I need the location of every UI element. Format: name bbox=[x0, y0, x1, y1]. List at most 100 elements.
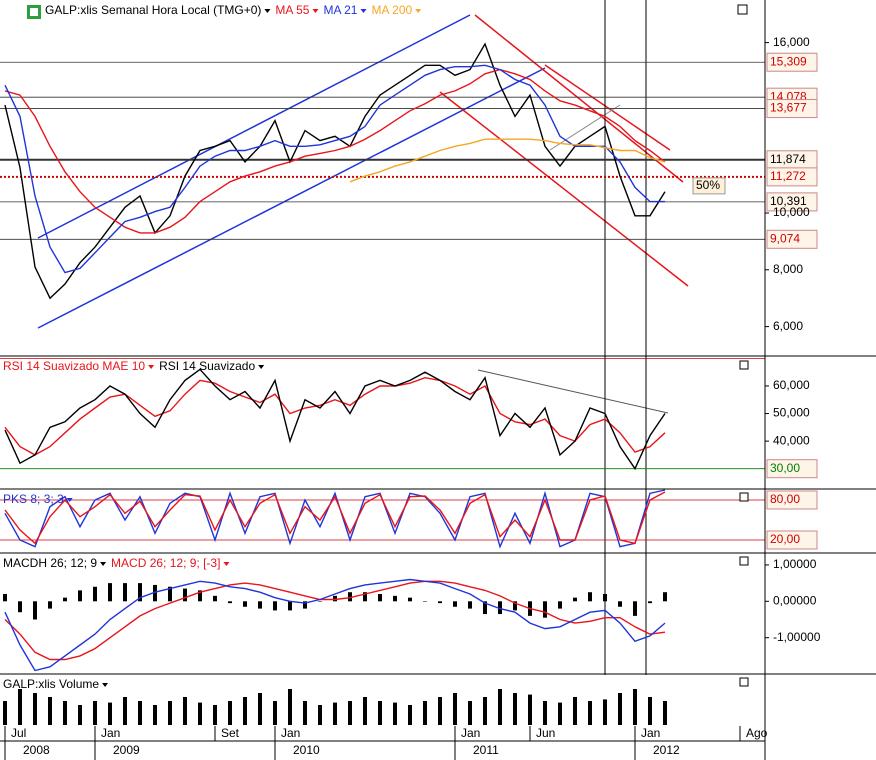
bar bbox=[288, 689, 292, 725]
bar bbox=[513, 601, 517, 611]
bar bbox=[303, 601, 307, 609]
trend-line bbox=[37, 14, 471, 239]
bar bbox=[618, 601, 622, 607]
bar bbox=[543, 601, 547, 618]
window-buttons[interactable] bbox=[737, 4, 749, 687]
bar bbox=[393, 702, 397, 725]
bar bbox=[648, 697, 652, 725]
eq-icon-inner[interactable] bbox=[30, 8, 38, 16]
trend-line bbox=[477, 369, 669, 414]
year-label: 2010 bbox=[293, 743, 320, 757]
bar bbox=[198, 702, 202, 725]
bar bbox=[258, 693, 262, 725]
legend-entry: MA 55 bbox=[275, 3, 309, 17]
series-line bbox=[4, 376, 666, 456]
bar bbox=[18, 601, 22, 613]
trend-line bbox=[439, 91, 689, 287]
y-tick-label: 1,00000 bbox=[773, 557, 817, 571]
level-label: 80,00 bbox=[770, 492, 800, 506]
bar bbox=[453, 693, 457, 725]
y-tick-label: 6,000 bbox=[773, 319, 803, 333]
bar bbox=[453, 601, 457, 607]
bar bbox=[318, 601, 322, 602]
bar bbox=[333, 702, 337, 725]
dropdown-arrow bbox=[360, 9, 367, 13]
bar bbox=[363, 697, 367, 725]
bar bbox=[168, 586, 172, 602]
bar bbox=[243, 601, 247, 607]
y-tick-label: 16,000 bbox=[773, 35, 810, 49]
bar bbox=[603, 699, 607, 725]
bar bbox=[483, 601, 487, 615]
year-label: 2008 bbox=[23, 743, 50, 757]
series-line bbox=[349, 138, 666, 183]
bar bbox=[228, 701, 232, 725]
bar bbox=[408, 705, 412, 725]
series-line bbox=[4, 368, 666, 471]
bar bbox=[558, 702, 562, 725]
bar bbox=[348, 592, 352, 602]
level-label: 30,00 bbox=[770, 461, 800, 475]
x-tick-label: Jan bbox=[461, 726, 480, 740]
annotation-box bbox=[692, 177, 726, 195]
bar bbox=[228, 601, 232, 604]
maximize-button[interactable] bbox=[739, 360, 749, 370]
maximize-button[interactable] bbox=[737, 4, 748, 15]
bar bbox=[273, 601, 277, 611]
series-line bbox=[4, 580, 666, 661]
y-tick-label: 40,000 bbox=[773, 433, 810, 447]
bar bbox=[138, 583, 142, 602]
bar bbox=[318, 705, 322, 725]
bar bbox=[378, 701, 382, 725]
trend-line bbox=[544, 64, 671, 151]
x-tick-label: Jun bbox=[536, 726, 555, 740]
bar bbox=[63, 597, 67, 602]
series-line bbox=[4, 578, 666, 672]
bar bbox=[408, 597, 412, 602]
bar bbox=[168, 701, 172, 725]
bar bbox=[18, 689, 22, 725]
bar bbox=[123, 697, 127, 725]
bar bbox=[258, 601, 262, 609]
dropdown-arrow bbox=[264, 9, 271, 13]
dropdown-arrow bbox=[312, 9, 319, 13]
bar bbox=[558, 601, 562, 609]
maximize-button[interactable] bbox=[739, 677, 749, 687]
series-line bbox=[4, 489, 666, 549]
bar bbox=[3, 594, 7, 602]
bar bbox=[573, 597, 577, 602]
bar bbox=[243, 697, 247, 725]
bar bbox=[288, 601, 292, 611]
bar bbox=[438, 697, 442, 725]
level-label-box bbox=[766, 167, 818, 187]
bar bbox=[48, 601, 52, 609]
eq-icon[interactable] bbox=[27, 5, 41, 19]
bar bbox=[393, 595, 397, 602]
level-label: 13,677 bbox=[770, 101, 807, 115]
bar bbox=[603, 594, 607, 602]
trend-line bbox=[549, 104, 621, 151]
bar bbox=[423, 601, 427, 602]
bar bbox=[333, 595, 337, 602]
bar bbox=[528, 694, 532, 725]
maximize-button[interactable] bbox=[739, 492, 749, 502]
year-label: 2011 bbox=[473, 743, 499, 757]
dropdown-arrow bbox=[415, 9, 422, 13]
bar bbox=[438, 601, 442, 604]
bar bbox=[183, 588, 187, 602]
bar bbox=[348, 701, 352, 725]
bar bbox=[108, 583, 112, 602]
bar bbox=[213, 595, 217, 602]
y-tick-label: 50,000 bbox=[773, 406, 810, 420]
bar bbox=[513, 693, 517, 725]
maximize-button[interactable] bbox=[739, 556, 749, 566]
level-label-box bbox=[766, 459, 818, 479]
dropdown-arrow bbox=[66, 498, 73, 502]
bar bbox=[543, 701, 547, 725]
trend-line bbox=[474, 14, 684, 183]
y-tick-label: 0,00000 bbox=[773, 593, 817, 607]
x-tick-label: Set bbox=[221, 726, 240, 740]
level-label-box bbox=[766, 192, 818, 212]
x-tick-label: Jul bbox=[11, 726, 26, 740]
